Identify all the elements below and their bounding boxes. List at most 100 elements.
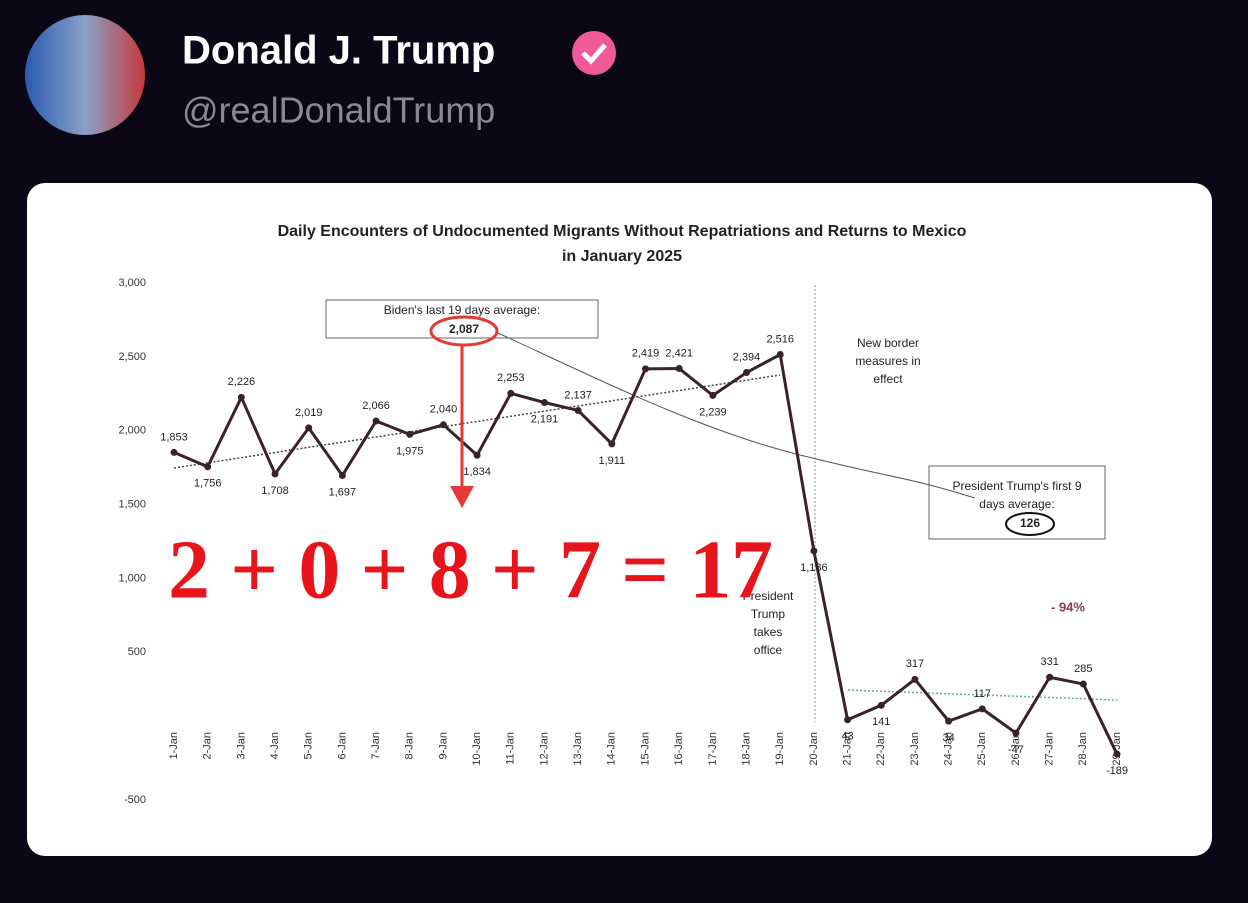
value-label: 317 <box>906 658 924 670</box>
data-point <box>204 463 212 471</box>
chart-title: Daily Encounters of Undocumented Migrant… <box>278 223 967 240</box>
x-tick-label: 2-Jan <box>202 732 214 760</box>
value-label: 2,226 <box>228 376 256 388</box>
annotation: measures in <box>855 354 920 368</box>
annotation: effect <box>873 372 903 386</box>
value-label: 141 <box>872 716 890 728</box>
value-label: 331 <box>1040 656 1058 668</box>
value-label: 1,756 <box>194 478 222 490</box>
data-point <box>473 451 481 459</box>
x-tick-label: 4-Jan <box>269 732 281 760</box>
highlight-circle <box>1005 512 1055 536</box>
value-label: 1,911 <box>598 455 625 467</box>
value-label: 1,975 <box>396 445 424 457</box>
annotation: - 94% <box>1051 599 1085 614</box>
x-tick-label: 10-Jan <box>471 732 483 766</box>
x-tick-label: 24-Jan <box>943 732 955 766</box>
y-tick-label: -500 <box>124 794 146 806</box>
annotation: days average: <box>979 497 1054 511</box>
value-label: 34 <box>942 732 954 744</box>
data-point <box>608 440 616 448</box>
data-point <box>877 701 885 709</box>
y-tick-label: 3,000 <box>118 277 146 289</box>
annotation: President Trump's first 9 <box>953 479 1082 493</box>
value-label: 2,137 <box>564 389 592 401</box>
data-point <box>271 470 279 478</box>
arrow-head <box>450 486 474 508</box>
data-point <box>574 406 582 414</box>
x-tick-label: 7-Jan <box>370 732 382 760</box>
x-tick-label: 6-Jan <box>336 732 348 760</box>
annotation-box <box>325 299 599 339</box>
y-tick-label: 2,000 <box>118 425 146 437</box>
x-tick-label: 1-Jan <box>168 732 180 760</box>
data-point <box>675 365 683 373</box>
annotation: President <box>743 589 794 603</box>
avatar[interactable] <box>25 15 145 135</box>
data-point <box>406 430 414 438</box>
annotation: New border <box>857 336 919 350</box>
x-tick-label: 3-Jan <box>235 732 247 760</box>
x-tick-label: 8-Jan <box>404 732 416 760</box>
value-label: 1,186 <box>800 562 828 574</box>
value-label: 2,421 <box>665 347 693 359</box>
x-tick-label: 19-Jan <box>774 732 786 766</box>
value-label: 2,419 <box>632 348 660 360</box>
value-label: 2,253 <box>497 372 525 384</box>
x-tick-label: 13-Jan <box>572 732 584 766</box>
x-tick-label: 27-Jan <box>1044 732 1056 766</box>
x-tick-label: 21-Jan <box>841 732 853 766</box>
annotation-box <box>928 465 1106 540</box>
x-tick-label: 9-Jan <box>437 732 449 760</box>
annotation: takes <box>754 625 783 639</box>
data-point <box>305 424 313 432</box>
value-label: 1,834 <box>463 466 491 478</box>
x-tick-label: 29-Jan <box>1111 732 1123 766</box>
x-tick-label: 18-Jan <box>740 732 752 766</box>
data-point <box>911 675 919 683</box>
value-label: 2,040 <box>430 404 458 416</box>
overlay-equation: 2 + 0 + 8 + 7 = 17 <box>168 523 773 616</box>
value-label: 2,239 <box>699 406 727 418</box>
data-point <box>1079 680 1087 688</box>
value-label: 2,066 <box>362 400 390 412</box>
value-label: 1,853 <box>160 431 188 443</box>
x-tick-label: 20-Jan <box>808 732 820 766</box>
value-label: 2,191 <box>531 413 559 425</box>
x-tick-label: 26-Jan <box>1010 732 1022 766</box>
data-point <box>338 471 346 479</box>
data-point <box>540 399 548 407</box>
y-tick-label: 2,500 <box>118 351 146 363</box>
x-tick-label: 11-Jan <box>505 732 517 765</box>
data-point <box>709 391 717 399</box>
chart-title: in January 2025 <box>562 248 682 265</box>
data-point <box>776 350 784 358</box>
data-point <box>1012 729 1020 737</box>
y-tick-label: 500 <box>128 646 146 658</box>
data-point <box>1113 750 1121 758</box>
data-point <box>372 417 380 425</box>
value-label: 1,708 <box>261 485 289 497</box>
value-label: -189 <box>1106 765 1128 777</box>
data-point <box>439 421 447 429</box>
annotation: office <box>754 643 783 657</box>
value-label: 285 <box>1074 663 1092 675</box>
data-point <box>743 369 751 377</box>
trend-line <box>847 689 1118 701</box>
highlight-circle <box>429 315 499 347</box>
data-point <box>237 393 245 401</box>
image-card[interactable] <box>27 183 1212 856</box>
x-tick-label: 15-Jan <box>639 732 651 766</box>
value-label: -47 <box>1008 744 1024 756</box>
data-point <box>978 705 986 713</box>
x-tick-label: 5-Jan <box>303 732 315 760</box>
display-name[interactable]: Donald J. Trump <box>182 29 495 73</box>
data-point <box>945 717 953 725</box>
data-point <box>810 547 818 555</box>
x-tick-label: 16-Jan <box>673 732 685 766</box>
handle[interactable]: @realDonaldTrump <box>182 90 495 131</box>
data-point <box>1046 673 1054 681</box>
x-tick-label: 12-Jan <box>538 732 550 766</box>
